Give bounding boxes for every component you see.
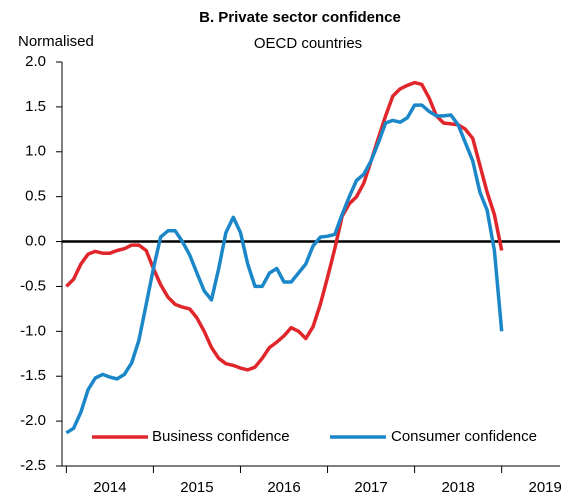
x-tick-label: 2017 (354, 479, 387, 496)
x-tick-label: 2019 (529, 479, 562, 496)
y-axis-label: Normalised (18, 33, 94, 50)
series-line (65, 103, 504, 435)
x-tick-label: 2015 (180, 479, 213, 496)
x-tick-label: 2016 (267, 479, 300, 496)
x-tick-label: 2018 (441, 479, 474, 496)
chart-subtitle: OECD countries (254, 35, 362, 52)
series-line (65, 80, 504, 372)
y-tick-label: 1.0 (25, 143, 46, 160)
y-tick-label: -1.5 (20, 367, 46, 384)
legend-label: Business confidence (152, 428, 290, 445)
y-tick-label: 0.5 (25, 188, 46, 205)
y-tick-label: 2.0 (25, 53, 46, 70)
chart-title: B. Private sector confidence (199, 9, 401, 26)
y-tick-label: 1.5 (25, 98, 46, 115)
x-tick-label: 2014 (93, 479, 126, 496)
y-tick-label: -0.5 (20, 277, 46, 294)
y-tick-label: 0.0 (25, 233, 46, 250)
y-tick-label: -2.5 (20, 457, 46, 474)
y-tick-label: -2.0 (20, 412, 46, 429)
legend-label: Consumer confidence (391, 428, 537, 445)
y-tick-label: -1.0 (20, 322, 46, 339)
